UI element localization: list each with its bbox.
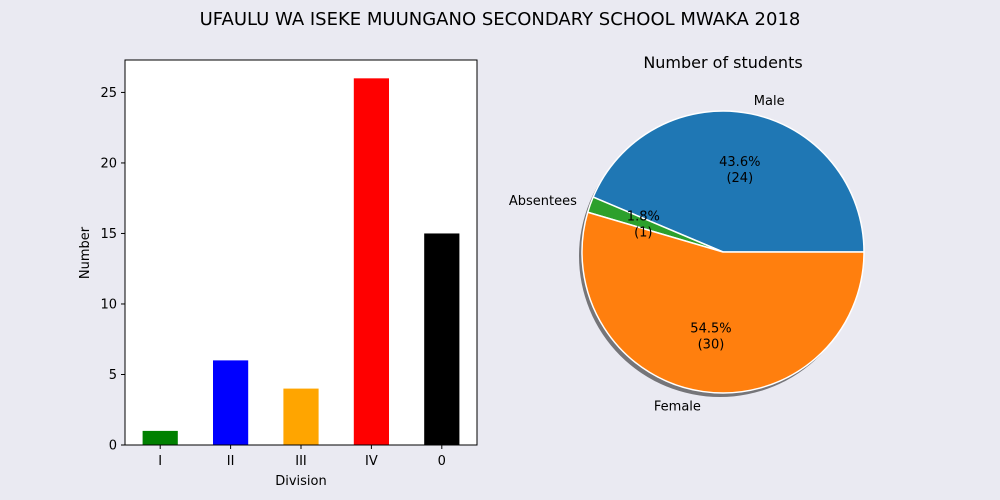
bar-I: [142, 430, 178, 445]
bar-chart-frame: [124, 59, 478, 446]
bar-chart-y-axis-label: Number: [78, 226, 93, 279]
y-tick-label: 25: [100, 86, 117, 101]
bar-II: [213, 360, 249, 445]
x-tick-label: II: [227, 454, 235, 469]
pie-chart-title: Number of students: [643, 53, 802, 72]
x-tick-label: 0: [438, 454, 446, 469]
x-tick-label: III: [295, 454, 307, 469]
y-tick-label: 15: [100, 227, 117, 242]
x-tick-label: IV: [365, 454, 378, 469]
bar-chart-plot-area: [125, 60, 477, 445]
bar-chart-x-axis-label: Division: [275, 474, 327, 489]
pie-slice-female: [581, 211, 865, 394]
figure-title: UFAULU WA ISEKE MUUNGANO SECONDARY SCHOO…: [200, 9, 801, 30]
pie-pct-label: 43.6% (24): [719, 155, 760, 186]
pie-pct-label: 1.8% (1): [627, 210, 660, 241]
y-tick-label: 0: [109, 439, 117, 454]
bar-III: [283, 388, 319, 445]
x-tick-label: I: [158, 454, 162, 469]
y-tick-label: 5: [109, 368, 117, 383]
bar-IV: [353, 78, 389, 445]
pie-label: Female: [654, 400, 701, 415]
pie-chart: Number of students Male 43.6% (24) Absentee…: [509, 53, 865, 415]
y-tick-label: 10: [100, 297, 117, 312]
bar-0: [424, 233, 460, 445]
pie-label: Male: [754, 94, 785, 109]
pie-label: Absentees: [509, 194, 577, 209]
y-tick-label: 20: [100, 156, 117, 171]
pie-slice-male: [592, 110, 865, 253]
pie-pct-label: 54.5% (30): [690, 322, 731, 353]
